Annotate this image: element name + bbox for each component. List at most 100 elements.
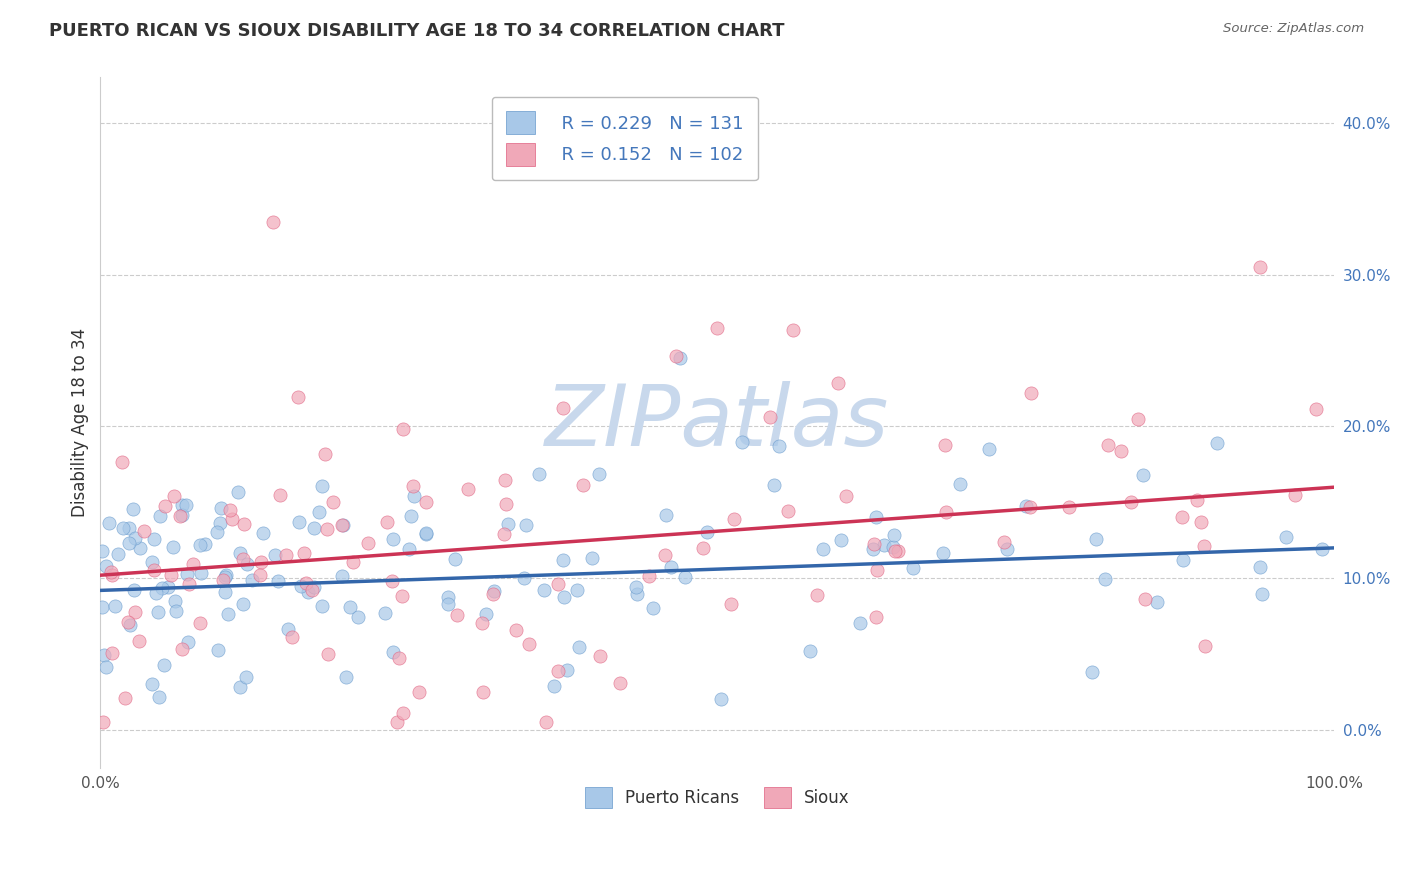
Point (1135, 591, 1157, 606)
Point (117, 615, 139, 629)
Point (799, 644, 821, 658)
Point (214, 570, 236, 584)
Point (249, 568, 271, 582)
Point (1284, 487, 1306, 501)
Point (118, 535, 141, 549)
Point (505, 623, 527, 637)
Point (221, 512, 243, 526)
Point (90, 544, 112, 558)
Point (267, 574, 290, 589)
Point (863, 537, 886, 551)
Point (536, 715, 558, 730)
Point (720, 597, 742, 611)
Point (143, 532, 166, 546)
Point (827, 376, 849, 391)
Point (101, 568, 124, 582)
Point (374, 606, 396, 620)
Point (1094, 572, 1116, 586)
Point (145, 586, 167, 600)
Point (176, 566, 198, 581)
Point (143, 563, 166, 577)
Point (553, 591, 575, 605)
Point (235, 670, 257, 684)
Point (776, 504, 799, 518)
Point (901, 561, 924, 575)
Point (1109, 444, 1132, 458)
Point (111, 521, 134, 535)
Point (274, 548, 297, 562)
Point (1015, 500, 1038, 514)
Point (1251, 587, 1274, 601)
Point (214, 585, 236, 599)
Point (408, 685, 430, 699)
Point (1249, 560, 1271, 574)
Point (641, 600, 664, 615)
Point (107, 547, 129, 561)
Point (335, 670, 357, 684)
Point (229, 546, 252, 560)
Point (949, 477, 972, 491)
Point (655, 508, 678, 522)
Point (932, 545, 955, 559)
Point (339, 600, 361, 615)
Point (288, 515, 311, 529)
Point (132, 524, 155, 538)
Point (342, 555, 364, 569)
Point (415, 495, 437, 509)
Point (104, 599, 127, 613)
Point (240, 574, 263, 588)
Point (762, 478, 785, 492)
Point (232, 597, 254, 611)
Point (160, 568, 183, 582)
Point (232, 551, 254, 566)
Point (381, 574, 404, 588)
Point (162, 540, 184, 554)
Point (301, 582, 323, 597)
Point (215, 568, 238, 582)
Point (513, 571, 536, 585)
Point (723, 512, 745, 526)
Point (1189, 515, 1212, 529)
Point (437, 590, 460, 604)
Point (543, 679, 565, 693)
Point (229, 680, 252, 694)
Point (174, 498, 197, 512)
Point (1192, 539, 1215, 553)
Point (141, 556, 163, 570)
Point (392, 422, 415, 436)
Point (311, 599, 333, 613)
Point (181, 558, 204, 572)
Point (232, 516, 254, 531)
Point (391, 706, 413, 720)
Point (209, 500, 232, 515)
Point (316, 523, 339, 537)
Point (141, 677, 163, 691)
Point (170, 642, 193, 657)
Point (330, 518, 353, 533)
Point (588, 467, 610, 482)
Point (515, 518, 537, 533)
Point (415, 525, 437, 540)
Point (934, 438, 956, 452)
Point (252, 525, 274, 540)
Point (471, 615, 494, 630)
Point (149, 509, 172, 524)
Point (128, 633, 150, 648)
Point (1080, 665, 1102, 679)
Point (314, 446, 336, 460)
Point (626, 586, 648, 600)
Point (1084, 532, 1107, 546)
Point (122, 501, 145, 516)
Point (692, 541, 714, 556)
Point (551, 401, 574, 415)
Point (120, 618, 142, 632)
Point (882, 540, 904, 554)
Point (295, 575, 318, 590)
Point (177, 577, 200, 591)
Point (188, 538, 211, 552)
Point (101, 646, 124, 660)
Point (1275, 530, 1298, 544)
Point (557, 664, 579, 678)
Point (205, 524, 228, 539)
Point (236, 557, 259, 571)
